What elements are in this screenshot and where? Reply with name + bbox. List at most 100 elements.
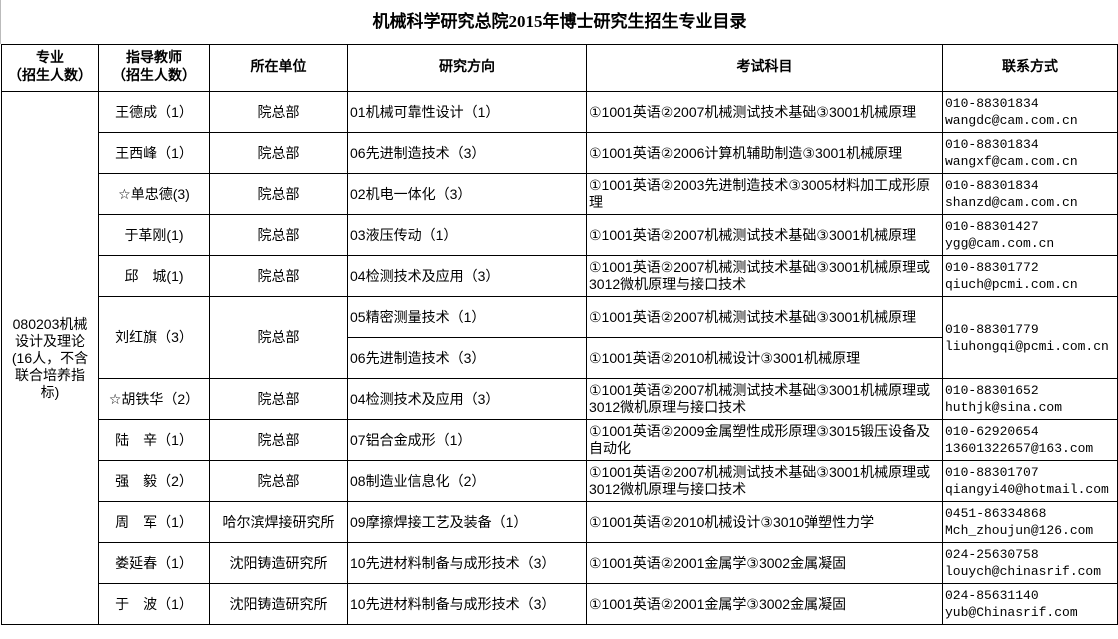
advisor-cell: 邱 城(1) (98, 255, 210, 297)
header-exam: 考试科目 (586, 44, 943, 92)
unit-cell: 院总部 (209, 296, 348, 379)
direction-cell: 03液压传动（1） (347, 214, 587, 256)
contact-email[interactable]: Mch_zhoujun@126.com (945, 523, 1094, 538)
direction-cell: 10先进材料制备与成形技术（3） (347, 542, 587, 584)
catalog-table: 专业 （招生人数） 指导教师 （招生人数） 所在单位 研究方向 考试科目 联系方式 … (1, 44, 1118, 625)
contact-cell: 0451-86334868 Mch_zhoujun@126.com (942, 501, 1118, 543)
direction-cell: 08制造业信息化（2） (347, 460, 587, 502)
major-cell: 080203机械设计及理论(16人，不含联合培养指标) (1, 91, 99, 625)
exam-cell: ①1001英语②2007机械测试技术基础③3001机械原理或3012微机原理与接… (586, 460, 943, 502)
header-row: 专业 （招生人数） 指导教师 （招生人数） 所在单位 研究方向 考试科目 联系方式 (1, 44, 1118, 92)
contact-cell: 010-88301834 wangdc@cam.com.cn (942, 91, 1118, 133)
contact-phone: 024-85631140 (945, 588, 1039, 603)
table-row: 王西峰（1） 院总部 06先进制造技术（3） ①1001英语②2006计算机辅助制造③… (2, 132, 1118, 174)
exam-cell: ①1001英语②2007机械测试技术基础③3001机械原理或3012微机原理与接… (586, 378, 943, 420)
unit-cell: 院总部 (209, 214, 348, 256)
contact-email[interactable]: huthjk@sina.com (945, 400, 1063, 415)
unit-cell: 哈尔滨焊接研究所 (209, 501, 348, 543)
contact-cell: 010-88301772 qiuch@pcmi.com.cn (942, 255, 1118, 297)
advisor-cell: 王西峰（1） (98, 132, 210, 174)
contact-email[interactable]: shanzd@cam.com.cn (945, 195, 1078, 210)
unit-cell: 院总部 (209, 255, 348, 297)
contact-phone: 010-88301652 (945, 383, 1039, 398)
contact-cell: 024-85631140 yub@Chinasrif.com (942, 583, 1118, 625)
header-advisor-line2: （招生人数） (112, 69, 196, 84)
contact-phone: 010-88301707 (945, 465, 1039, 480)
advisor-cell: 周 军（1） (98, 501, 210, 543)
advisor-cell: 于 波（1） (98, 583, 210, 625)
exam-cell: ①1001英语②2010机械设计③3010弹塑性力学 (586, 501, 943, 543)
table-row: 强 毅（2） 院总部 08制造业信息化（2） ①1001英语②2007机械测试技术基础… (2, 460, 1118, 502)
contact-email[interactable]: ygg@cam.com.cn (945, 236, 1055, 251)
contact-email[interactable]: louych@chinasrif.com (945, 564, 1102, 579)
direction-cell: 04检测技术及应用（3） (347, 255, 587, 297)
unit-cell: 沈阳铸造研究所 (209, 583, 348, 625)
contact-phone: 024-25630758 (945, 547, 1039, 562)
header-major-line1: 专业 (36, 51, 64, 66)
unit-cell: 院总部 (209, 91, 348, 133)
advisor-cell: ☆单忠德(3) (98, 173, 210, 215)
contact-cell: 010-88301707 qiangyi40@hotmail.com (942, 460, 1118, 502)
table-row: 06先进制造技术（3） ①1001英语②2010机械设计③3001机械原理 (2, 337, 1118, 379)
table-row: ☆单忠德(3) 院总部 02机电一体化（3） ①1001英语②2003先进制造技术③3… (2, 173, 1118, 215)
contact-email[interactable]: liuhongqi@pcmi.com.cn (945, 338, 1109, 354)
exam-cell: ①1001英语②2006计算机辅助制造③3001机械原理 (586, 132, 943, 174)
contact-phone: 010-88301772 (945, 260, 1039, 275)
unit-cell: 院总部 (209, 378, 348, 420)
contact-email[interactable]: qiuch@pcmi.com.cn (945, 277, 1078, 292)
contact-phone: 0451-86334868 (945, 506, 1047, 521)
contact-cell: 010-62920654 13601322657@163.com (942, 419, 1118, 461)
header-advisor-line1: 指导教师 (126, 51, 182, 66)
direction-cell: 07铝合金成形（1） (347, 419, 587, 461)
contact-phone: 010-88301834 (945, 178, 1039, 193)
exam-cell: ①1001英语②2007机械测试技术基础③3001机械原理 (586, 214, 943, 256)
table-row: 080203机械设计及理论(16人，不含联合培养指标) 王德成（1） 院总部 01机械… (1, 91, 1118, 625)
unit-cell: 院总部 (209, 460, 348, 502)
table-row: 周 军（1） 哈尔滨焊接研究所 09摩擦焊接工艺及装备（1） ①1001英语②2010… (2, 501, 1118, 543)
advisor-cell: 娄延春（1） (98, 542, 210, 584)
header-direction: 研究方向 (347, 44, 587, 92)
page-title: 机械科学研究总院2015年博士研究生招生专业目录 (0, 0, 1118, 44)
header-contact: 联系方式 (942, 44, 1118, 92)
header-major: 专业 （招生人数） (1, 44, 99, 92)
advisor-cell: 陆 辛（1） (98, 419, 210, 461)
contact-cell: 010-88301652 huthjk@sina.com (942, 378, 1118, 420)
table-row: 刘红旗（3） 院总部 05精密测量技术（1） ①1001英语②2007机械测试技术基础… (2, 296, 1118, 379)
header-unit: 所在单位 (209, 44, 348, 92)
header-advisor: 指导教师 （招生人数） (98, 44, 210, 92)
direction-cell: 10先进材料制备与成形技术（3） (347, 583, 587, 625)
contact-phone: 010-62920654 (945, 424, 1039, 439)
advisor-cell: 王德成（1） (98, 91, 210, 133)
advisor-cell: 强 毅（2） (98, 460, 210, 502)
direction-cell: 01机械可靠性设计（1） (347, 91, 587, 133)
unit-cell: 院总部 (209, 132, 348, 174)
exam-cell: ①1001英语②2003先进制造技术③3005材料加工成形原理 (586, 173, 943, 215)
contact-phone: 010-88301834 (945, 137, 1039, 152)
exam-cell: ①1001英语②2007机械测试技术基础③3001机械原理 (586, 296, 943, 338)
direction-cell: 06先进制造技术（3） (347, 337, 587, 379)
advisor-cell: ☆胡铁华（2） (98, 378, 210, 420)
contact-email[interactable]: qiangyi40@hotmail.com (945, 482, 1109, 497)
contact-cell: 010-88301834 wangxf@cam.com.cn (942, 132, 1118, 174)
contact-cell: 024-25630758 louych@chinasrif.com (942, 542, 1118, 584)
contact-cell: 010-88301834 shanzd@cam.com.cn (942, 173, 1118, 215)
unit-cell: 院总部 (209, 173, 348, 215)
contact-email[interactable]: 13601322657@163.com (945, 441, 1094, 456)
direction-cell: 05精密测量技术（1） (347, 296, 587, 338)
unit-cell: 沈阳铸造研究所 (209, 542, 348, 584)
contact-phone: 010-88301834 (945, 96, 1039, 111)
contact-email[interactable]: yub@Chinasrif.com (945, 605, 1078, 620)
header-major-line2: （招生人数） (8, 69, 92, 84)
exam-cell: ①1001英语②2007机械测试技术基础③3001机械原理 (586, 91, 943, 133)
exam-cell: ①1001英语②2007机械测试技术基础③3001机械原理或3012微机原理与接… (586, 255, 943, 297)
table-row: 娄延春（1） 沈阳铸造研究所 10先进材料制备与成形技术（3） ①1001英语②200… (2, 542, 1118, 584)
table-row: ☆胡铁华（2） 院总部 04检测技术及应用（3） ①1001英语②2007机械测试技术… (2, 378, 1118, 420)
table-row: 于革刚(1) 院总部 03液压传动（1） ①1001英语②2007机械测试技术基础③3… (2, 214, 1118, 256)
direction-cell: 02机电一体化（3） (347, 173, 587, 215)
contact-email[interactable]: wangxf@cam.com.cn (945, 154, 1078, 169)
contact-cell: 010-88301779 liuhongqi@pcmi.com.cn (942, 296, 1118, 379)
exam-cell: ①1001英语②2001金属学③3002金属凝固 (586, 542, 943, 584)
table-row: 邱 城(1) 院总部 04检测技术及应用（3） ①1001英语②2007机械测试技术基… (2, 255, 1118, 297)
contact-email[interactable]: wangdc@cam.com.cn (945, 113, 1078, 128)
direction-cell: 04检测技术及应用（3） (347, 378, 587, 420)
